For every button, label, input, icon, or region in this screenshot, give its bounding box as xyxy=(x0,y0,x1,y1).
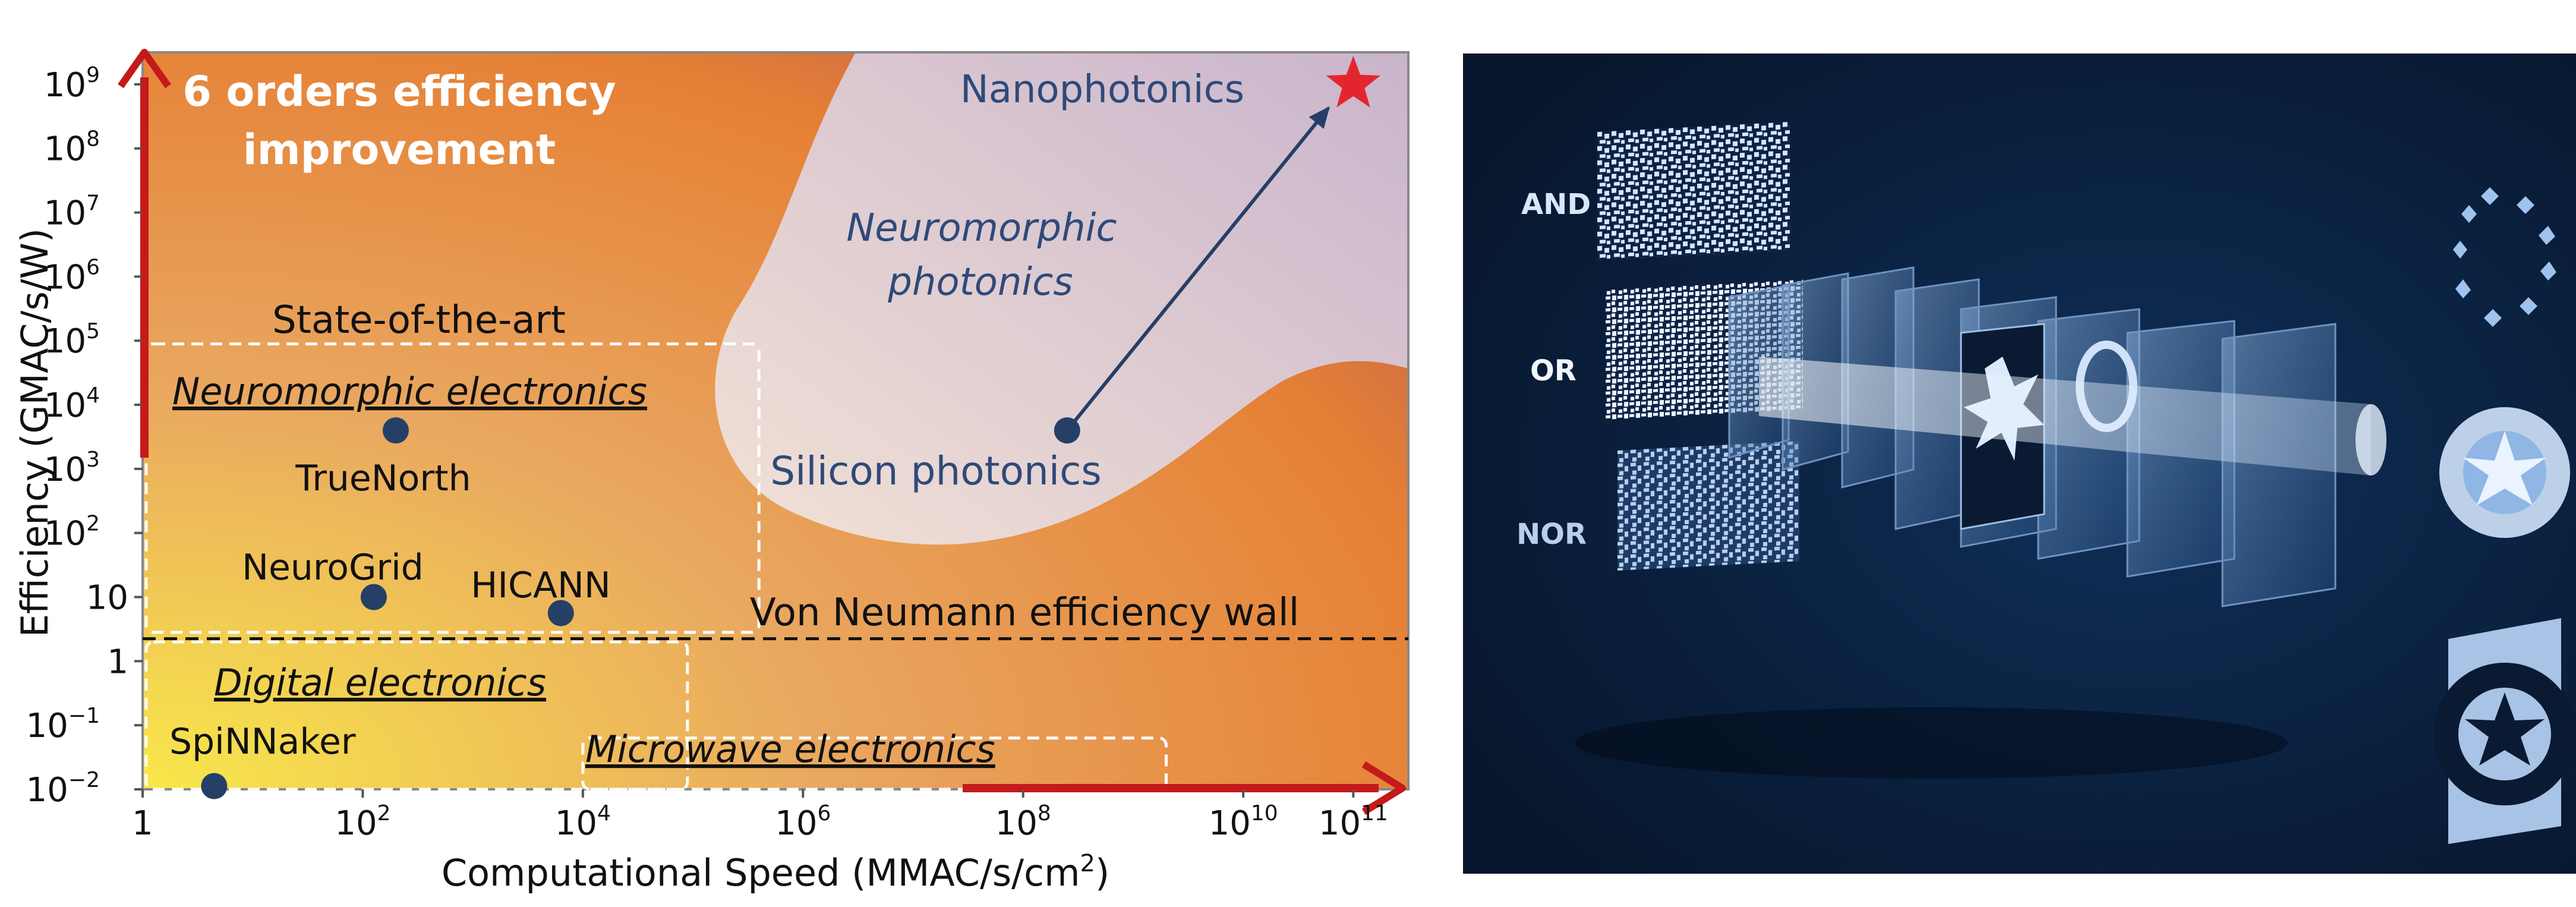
output-target-card xyxy=(2433,618,2576,844)
region-box-2 xyxy=(581,736,1168,791)
label-truenorth: TrueNorth xyxy=(295,458,471,499)
beam-end xyxy=(2356,404,2386,475)
efficiency-arrowhead xyxy=(118,49,171,89)
x-tick-label: 1010 xyxy=(1209,801,1278,843)
point-silicon-photonics xyxy=(1054,417,1080,444)
label-spinnaker: SpiNNaker xyxy=(169,721,356,763)
x-tick-label: 106 xyxy=(775,801,831,843)
label-neuromorphic-photonics-2: photonics xyxy=(887,260,1073,304)
y-tick-label: 109 xyxy=(44,63,100,105)
point-spinnaker xyxy=(201,773,228,799)
point-truenorth xyxy=(383,417,409,444)
point-neurogrid xyxy=(360,584,387,610)
input-mask-nor xyxy=(1618,440,1799,571)
region-box-label-0: Neuromorphic electronics xyxy=(172,370,647,413)
y-axis-label: Efficiency (GMAC/s/W) xyxy=(13,228,56,637)
output-star-glow xyxy=(2439,407,2570,538)
x-tick-label: 1 xyxy=(132,804,153,843)
x-tick-label: 108 xyxy=(995,801,1051,843)
y-tick-label: 10 xyxy=(86,579,128,618)
label-neuromorphic-photonics-1: Neuromorphic xyxy=(846,206,1117,250)
logic-label-nor: NOR xyxy=(1516,518,1587,551)
annotation-line-1: 6 orders efficiency xyxy=(182,67,616,116)
label-neurogrid: NeuroGrid xyxy=(242,547,424,588)
y-tick-label: 107 xyxy=(44,191,100,233)
light-beam xyxy=(1759,357,2371,475)
von-neumann-label: Von Neumann efficiency wall xyxy=(750,591,1299,635)
x-tick-label: 102 xyxy=(335,801,390,843)
x-tick-label: 104 xyxy=(555,801,611,843)
y-tick-label: 1 xyxy=(107,643,128,681)
region-box-label-2: Microwave electronics xyxy=(585,728,995,771)
label-state-of-the-art: State-of-the-art xyxy=(272,298,566,342)
label-hicann: HICANN xyxy=(471,565,611,606)
input-mask-and xyxy=(1597,122,1790,260)
logic-label-and: AND xyxy=(1521,188,1591,221)
photonics-trend-arrow xyxy=(1065,107,1330,432)
y-tick-label: 10−2 xyxy=(26,768,100,810)
region-box-0 xyxy=(144,342,761,634)
x-axis-label: Computational Speed (MMAC/s/cm2) xyxy=(442,850,1109,895)
y-tick-label: 10−1 xyxy=(26,704,100,745)
output-ring-pattern xyxy=(2453,187,2556,327)
region-box-label-1: Digital electronics xyxy=(214,661,546,704)
floor-shadow xyxy=(1575,707,2288,779)
efficiency-speed-chart: Neuromorphic electronics Digital electron… xyxy=(13,49,1410,895)
x-tick-label: 1011 xyxy=(1319,801,1388,843)
label-silicon-photonics: Silicon photonics xyxy=(770,448,1102,494)
point-nanophotonics-star xyxy=(1326,55,1380,108)
y-tick-label: 108 xyxy=(44,127,100,169)
speed-arrowhead xyxy=(1361,761,1406,815)
logic-label-or: OR xyxy=(1530,354,1577,388)
point-hicann xyxy=(547,600,574,626)
diffractive-network-illustration: AND OR NOR xyxy=(1463,53,2576,874)
annotation-line-2: improvement xyxy=(243,125,556,174)
photonics-trend-arrowhead xyxy=(1309,106,1330,129)
neuromorphic-photonics-region xyxy=(715,52,1408,545)
label-nanophotonics: Nanophotonics xyxy=(960,68,1244,112)
